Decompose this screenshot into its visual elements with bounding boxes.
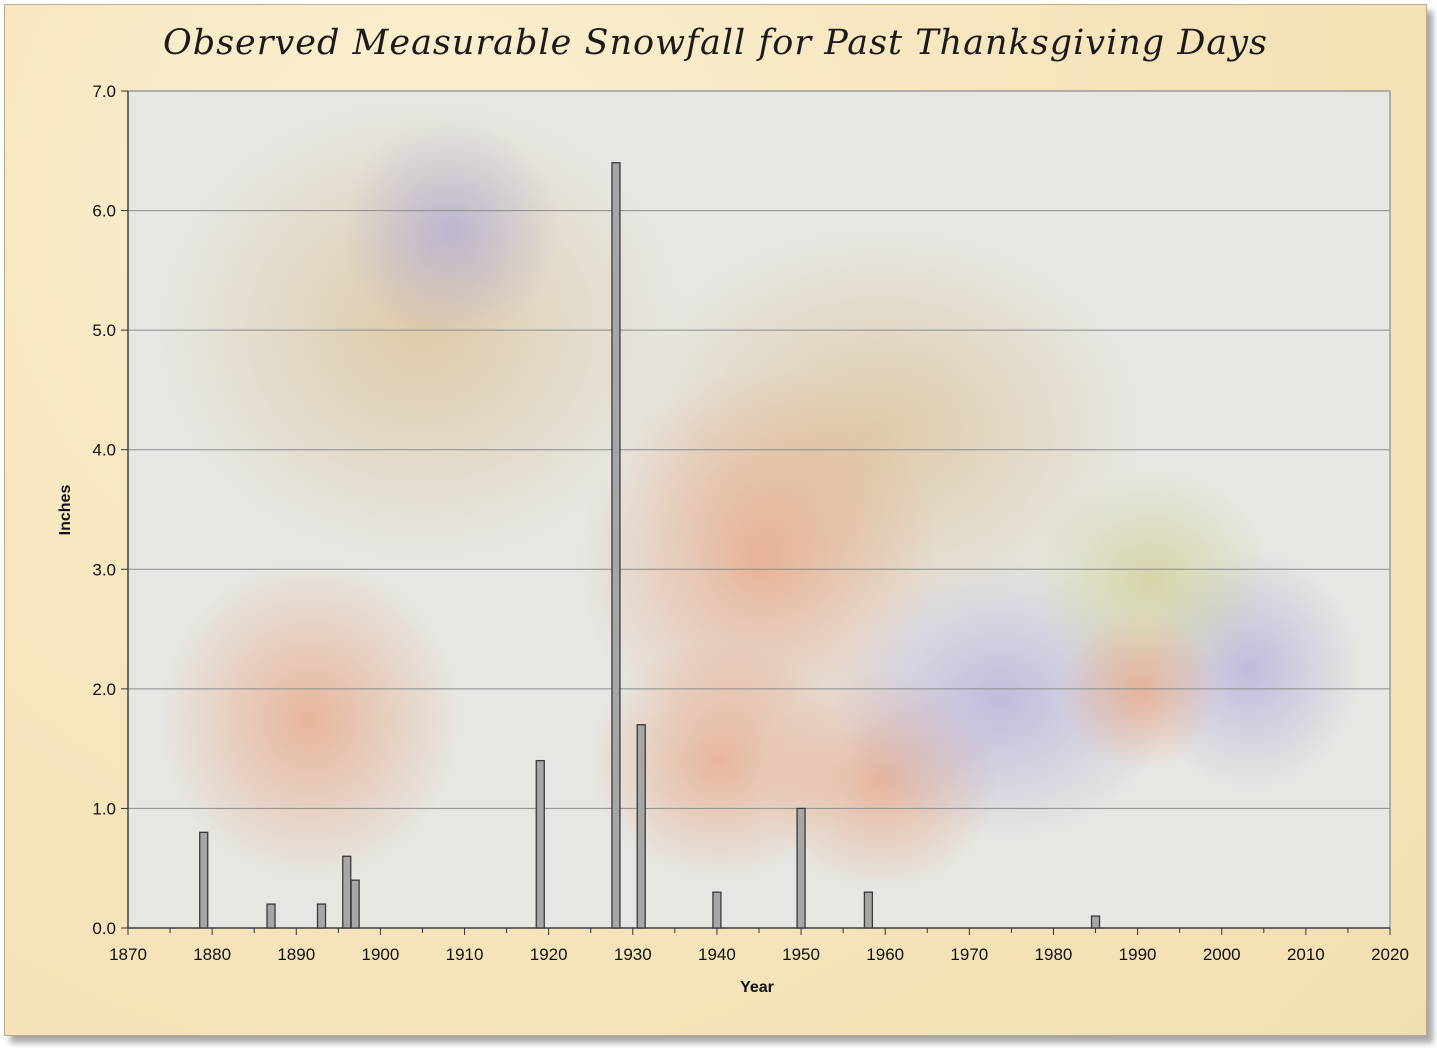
chart-title: Observed Measurable Snowfall for Past Th… (163, 23, 1268, 63)
snowfall-bar-1928 (611, 162, 621, 929)
x-tick-label: 1890 (277, 945, 315, 964)
y-tick-label: 4.0 (92, 441, 116, 460)
x-tick-label: 1980 (1035, 945, 1073, 964)
snowfall-bar-1931 (636, 724, 646, 929)
snowfall-bar-1879 (199, 831, 209, 929)
y-tick-label: 1.0 (92, 799, 116, 818)
bars (199, 162, 1101, 929)
x-tick-label: 1930 (614, 945, 652, 964)
y-tick-label: 7.0 (92, 82, 116, 101)
x-tick-label: 2020 (1371, 945, 1409, 964)
tick-labels: 0.0 1.0 2.0 3.0 4.0 5.0 6.0 7.0 1870 1880 1890 1900… (92, 82, 1409, 964)
x-tick-label: 1990 (1119, 945, 1157, 964)
x-tick-label: 1920 (530, 945, 568, 964)
snowfall-bar-1896 (342, 855, 352, 929)
x-tick-label: 1970 (950, 945, 988, 964)
snowfall-bar-1950 (796, 807, 806, 929)
x-tick-label: 2010 (1287, 945, 1325, 964)
y-tick-label: 3.0 (92, 560, 116, 579)
y-axis-title: Inches (57, 485, 74, 536)
snowfall-bar-1887 (266, 903, 276, 929)
x-tick-label: 1900 (361, 945, 399, 964)
axes (121, 90, 1391, 935)
snowfall-bar-1958 (863, 891, 874, 929)
snowfall-bar-1985 (1090, 915, 1101, 929)
x-tick-label: 1940 (698, 945, 736, 964)
snowfall-bar-1940 (712, 891, 722, 929)
x-tick-label: 1960 (866, 945, 904, 964)
x-tick-label: 1950 (782, 945, 820, 964)
y-tick-label: 5.0 (92, 321, 116, 340)
snowfall-bar-1893 (316, 903, 327, 929)
x-axis-title: Year (740, 979, 774, 996)
y-tick-label: 0.0 (92, 919, 116, 938)
x-tick-label: 1910 (446, 945, 484, 964)
x-tick-label: 2000 (1203, 945, 1241, 964)
x-tick-label: 1880 (193, 945, 231, 964)
y-tick-label: 2.0 (92, 680, 116, 699)
snowfall-bar-1897 (350, 879, 360, 929)
y-tick-label: 6.0 (92, 202, 116, 221)
snowfall-bar-1919 (535, 759, 545, 929)
x-tick-label: 1870 (109, 945, 147, 964)
